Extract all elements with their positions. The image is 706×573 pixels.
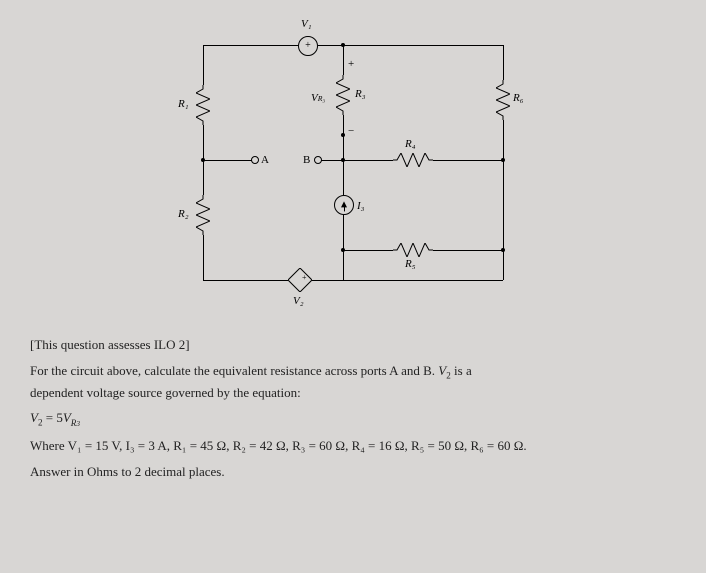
answer-instruction: Answer in Ohms to 2 decimal places. [30, 462, 676, 482]
r6-resistor [496, 80, 510, 120]
r6-label: R₆ [513, 92, 524, 104]
i3-label: I₃ [357, 200, 365, 212]
params-values: V₁ = 15 V, I₃ = 3 A, R₁ = 45 Ω, R₂ = 42 … [68, 438, 527, 453]
parameters-line: Where V₁ = 15 V, I₃ = 3 A, R₁ = 45 Ω, R₂… [30, 436, 676, 456]
v2-label: V₂ [293, 295, 304, 307]
port-b [314, 156, 322, 164]
vr3-plus: + [348, 58, 354, 70]
question-text: [This question assesses ILO 2] For the c… [30, 335, 676, 481]
where-label: Where [30, 438, 68, 453]
eq-rhs-v: V [63, 410, 71, 425]
r3-label: R₃ [355, 88, 366, 100]
r5-label: R₅ [405, 258, 416, 270]
prompt-paragraph: For the circuit above, calculate the equ… [30, 361, 676, 403]
ilo-line: [This question assesses ILO 2] [30, 335, 676, 355]
port-b-label: B [303, 154, 310, 166]
eq-lhs-v: V [30, 410, 38, 425]
v1-label: V₁ [301, 18, 312, 30]
question-card: + V₁ R₁ A R₂ + VR₃ R₃ [0, 0, 706, 573]
eq-equals: = [46, 410, 57, 425]
eq-rhs-sub2: 3 [76, 420, 80, 428]
r3-resistor [336, 75, 350, 115]
governing-equation: V2 = 5VR3 [30, 408, 676, 430]
port-a-label: A [261, 154, 269, 166]
r5-resistor [393, 243, 433, 257]
prompt-part1: For the circuit above, calculate the equ… [30, 363, 438, 378]
port-a [251, 156, 259, 164]
eq-lhs-sub: 2 [38, 418, 43, 428]
vr3-v: V [311, 92, 318, 104]
svg-text:+: + [302, 273, 307, 282]
i3-source [334, 195, 354, 215]
circuit-diagram: + V₁ R₁ A R₂ + VR₃ R₃ [143, 20, 563, 320]
r2-resistor [196, 195, 210, 235]
r2-label: R₂ [178, 208, 189, 220]
r4-resistor [393, 153, 433, 167]
r4-label: R₄ [405, 138, 416, 150]
vr3-minus: − [348, 125, 354, 137]
r1-label: R₁ [178, 98, 189, 110]
v2-source: + [288, 268, 312, 292]
prompt-part1b: is a [451, 363, 472, 378]
vr3-sub: R₃ [318, 94, 325, 103]
r1-resistor [196, 85, 210, 125]
v1-source: + [298, 36, 318, 56]
vr3-label: VR₃ [311, 92, 325, 104]
prompt-part2: dependent voltage source governed by the… [30, 385, 301, 400]
